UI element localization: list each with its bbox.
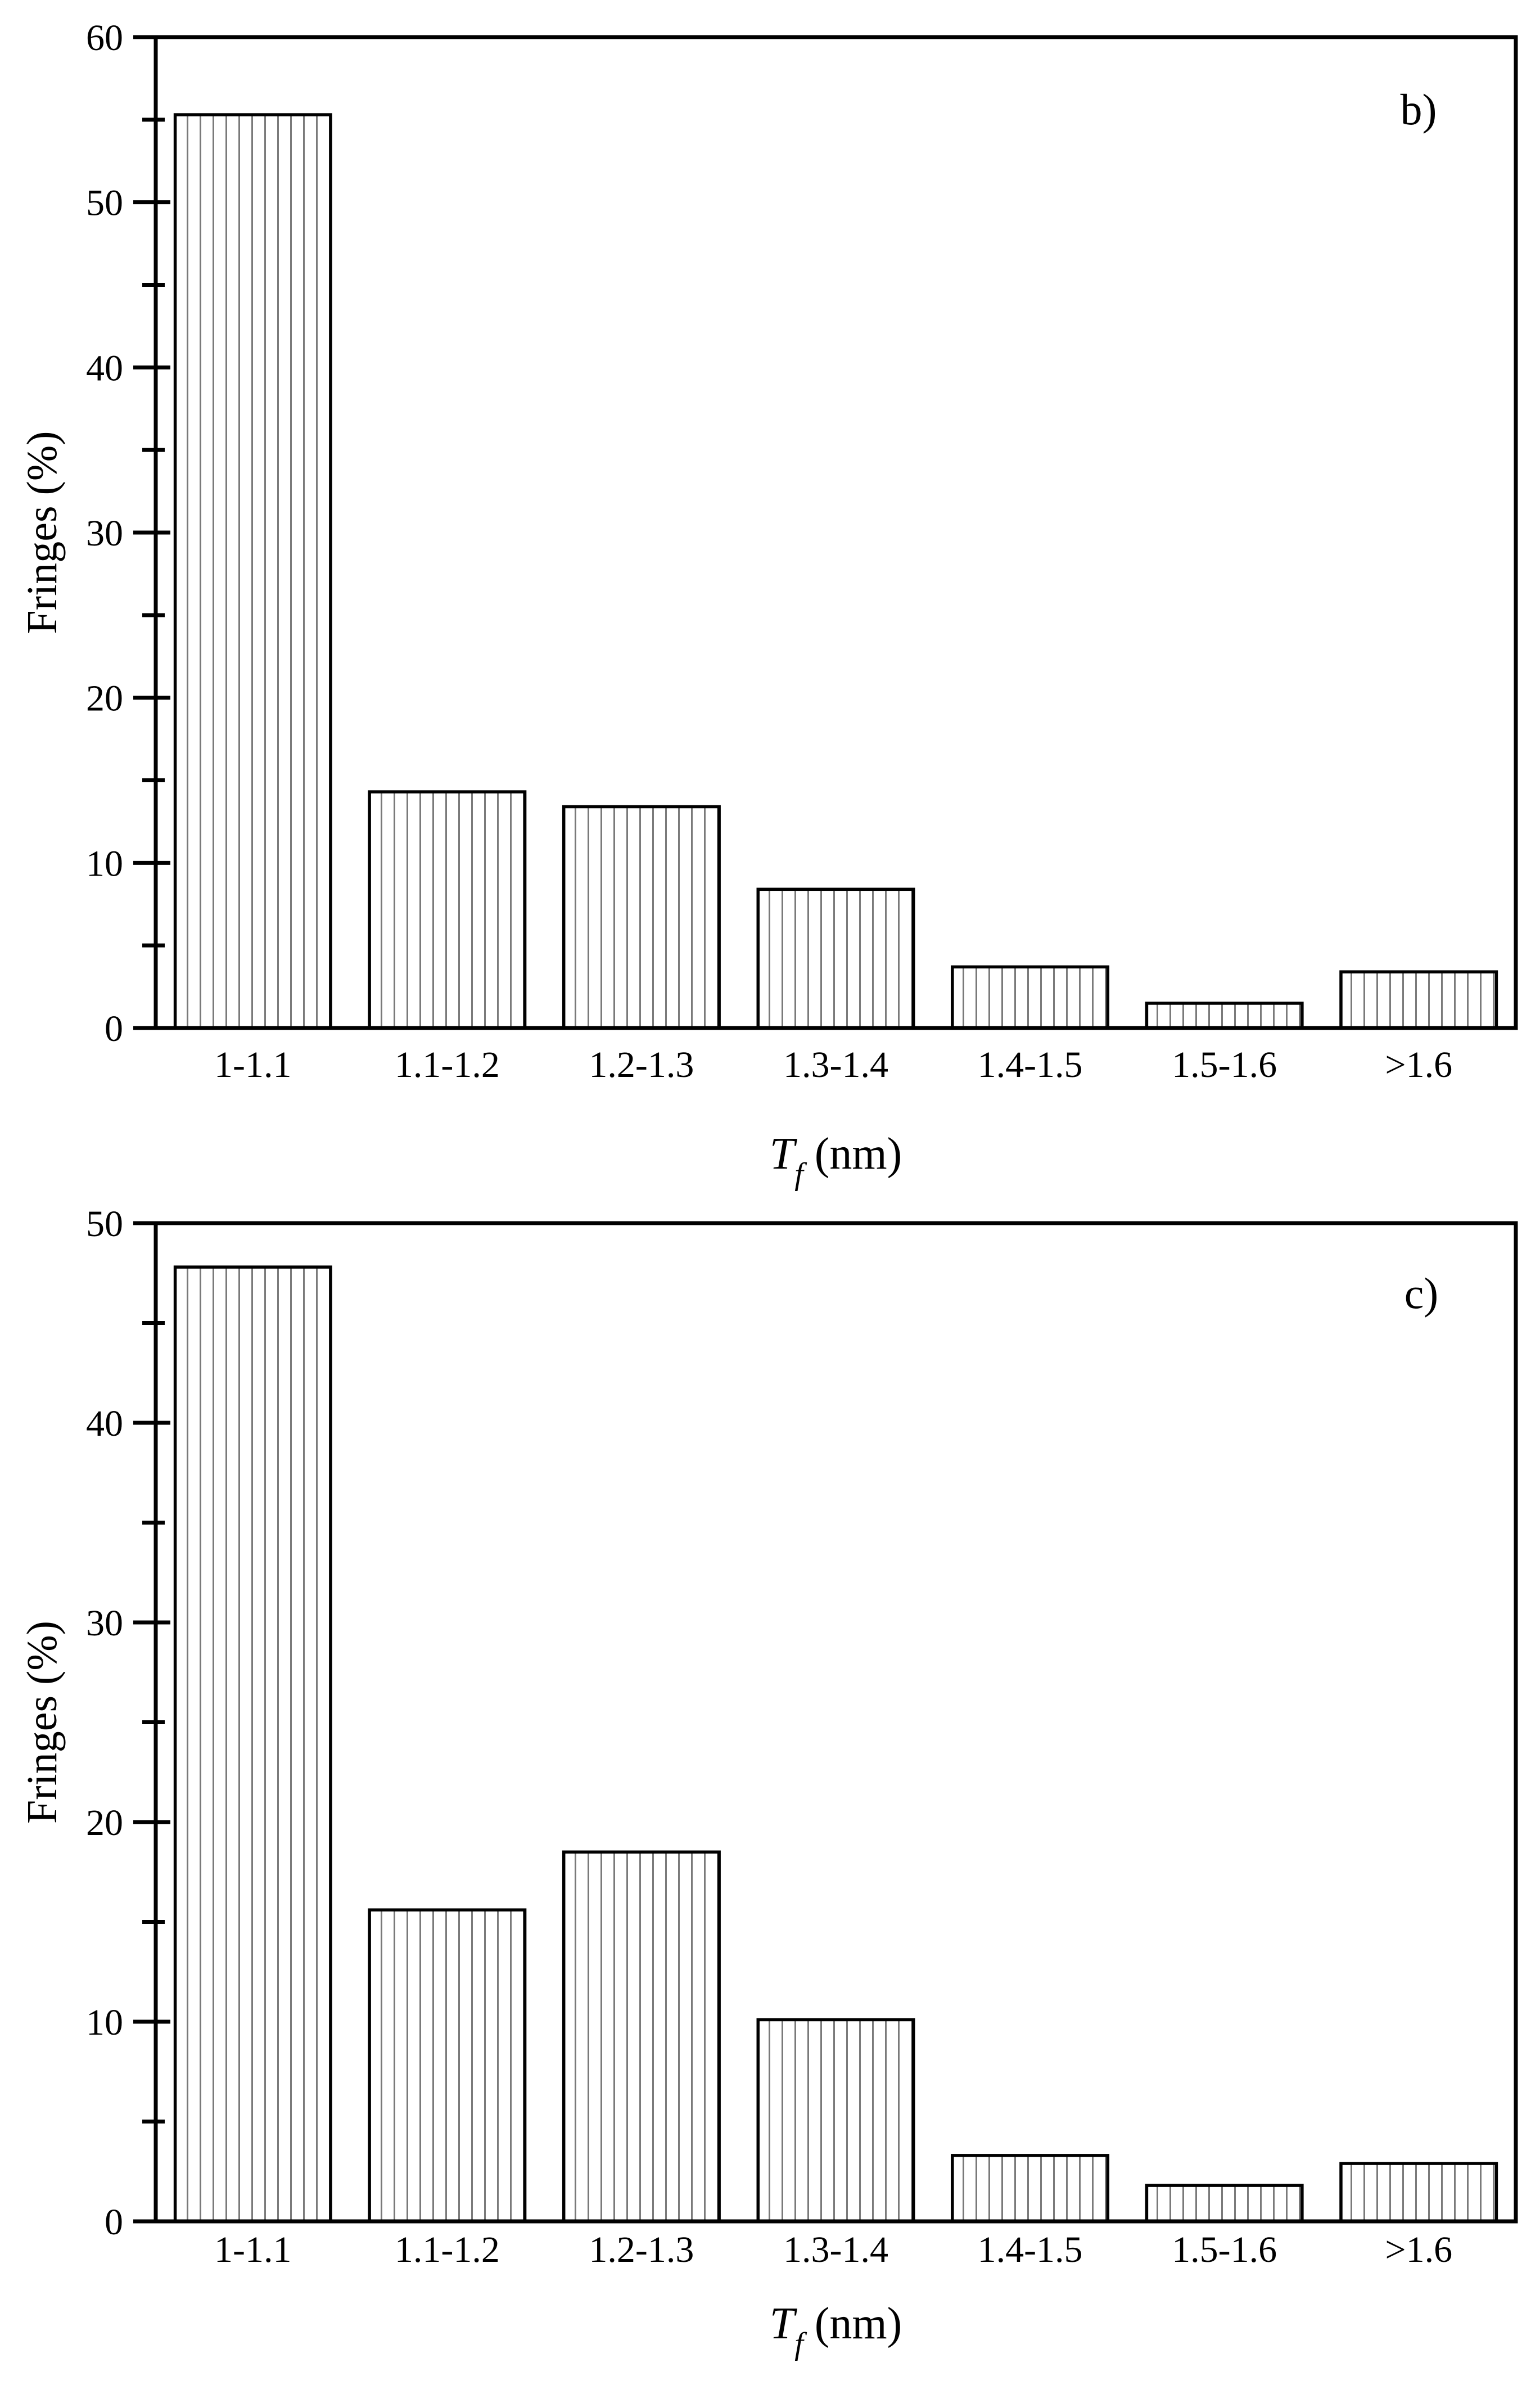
plot-frame	[153, 35, 1518, 1030]
x-category-label: >1.6	[1385, 1044, 1452, 1085]
y-axis-title: Fringes (%)	[19, 1621, 66, 1824]
x-category-label: 1.1-1.2	[395, 2229, 500, 2270]
y-tick-label: 10	[86, 2002, 123, 2043]
bar-hatch-fill	[1340, 2163, 1497, 2221]
bar-hatch-fill	[563, 1852, 720, 2221]
x-category-label: 1-1.1	[214, 2229, 291, 2270]
y-tick-label: 20	[86, 1802, 123, 1843]
bar-hatch-fill	[369, 792, 525, 1028]
x-category-label: 1.4-1.5	[978, 2229, 1083, 2270]
y-axis-title: Fringes (%)	[19, 431, 66, 634]
panel-b-chart: 0 10 20 30 40 50 60 1-1.1 1.1-1.2 1.2-1.3 1.3-1.4 1…	[19, 17, 1518, 1192]
bar-hatch-fill	[1340, 972, 1497, 1028]
y-tick-label: 0	[105, 1008, 123, 1049]
y-tick-label: 10	[86, 843, 123, 884]
x-category-label: 1.3-1.4	[783, 1044, 888, 1085]
y-tick-label: 20	[86, 678, 123, 719]
bar-hatch-fill	[175, 1267, 331, 2221]
panel-letter: b)	[1401, 85, 1437, 134]
bar-hatch-fill	[369, 1910, 525, 2221]
x-category-label: >1.6	[1385, 2229, 1452, 2270]
y-tick-label: 60	[86, 17, 123, 58]
panel-c-chart: 0 10 20 30 40 50 1-1.1 1.1-1.2 1.2-1.3 1.3-1.4 1.4…	[19, 1209, 1518, 2361]
y-tick-label: 40	[86, 1403, 123, 1444]
x-category-label: 1.3-1.4	[783, 2229, 888, 2270]
y-tick-label: 40	[86, 348, 123, 389]
bar-hatch-fill	[758, 2019, 914, 2221]
x-category-label: 1.5-1.6	[1172, 1044, 1277, 1085]
x-category-label: 1.2-1.3	[589, 2229, 694, 2270]
y-tick-label: 0	[105, 2202, 123, 2243]
bar-hatch-fill	[758, 889, 914, 1028]
x-axis-title: Tf (nm)	[770, 1129, 902, 1192]
bar-hatch-fill	[952, 967, 1108, 1028]
bar-hatch-fill	[1146, 2185, 1302, 2221]
y-tick-label: 50	[86, 1209, 123, 1245]
panel-letter: c)	[1404, 1269, 1439, 1318]
x-category-label: 1.5-1.6	[1172, 2229, 1277, 2270]
bar-hatch-fill	[1146, 1003, 1302, 1028]
bar-hatch-fill	[175, 115, 331, 1029]
x-category-label: 1.4-1.5	[978, 1044, 1083, 1085]
x-axis-title: Tf (nm)	[770, 2299, 902, 2361]
x-category-label: 1-1.1	[214, 1044, 291, 1085]
x-category-label: 1.2-1.3	[589, 1044, 694, 1085]
x-category-label: 1.1-1.2	[395, 1044, 500, 1085]
bar-hatch-fill	[952, 2155, 1108, 2221]
y-tick-label: 50	[86, 183, 123, 224]
bar-hatch-fill	[563, 806, 720, 1028]
y-tick-label: 30	[86, 513, 123, 554]
y-tick-label: 30	[86, 1603, 123, 1644]
